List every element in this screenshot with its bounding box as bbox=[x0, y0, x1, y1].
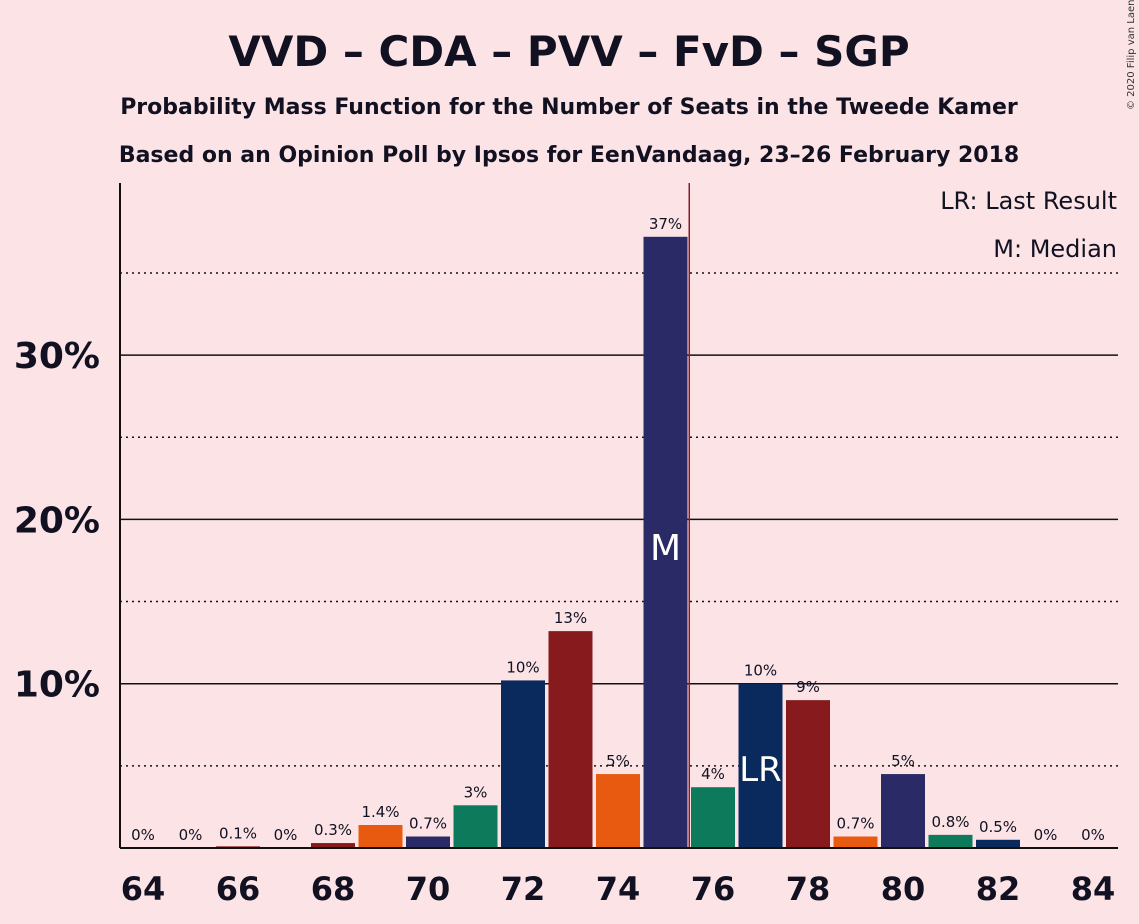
data-label-seat-82: 0.5% bbox=[979, 818, 1017, 836]
chart-subtitle-1: Probability Mass Function for the Number… bbox=[120, 95, 1018, 120]
data-label-seat-66: 0.1% bbox=[219, 824, 257, 842]
data-label-seat-74: 5% bbox=[606, 752, 630, 770]
chart-subtitle-2: Based on an Opinion Poll by Ipsos for Ee… bbox=[119, 143, 1019, 168]
bar-seat-76 bbox=[691, 787, 735, 848]
bar-seat-71 bbox=[453, 805, 498, 848]
grid-lines bbox=[120, 272, 1118, 767]
data-label-seat-83: 0% bbox=[1034, 826, 1058, 844]
legend-last-result: LR: Last Result bbox=[940, 187, 1117, 215]
data-label-seat-68: 0.3% bbox=[314, 821, 352, 839]
data-label-seat-65: 0% bbox=[179, 826, 203, 844]
data-label-seat-70: 0.7% bbox=[409, 814, 447, 832]
x-tick-label: 64 bbox=[121, 870, 166, 908]
data-label-seat-77: 10% bbox=[744, 662, 777, 680]
x-tick-label: 76 bbox=[691, 870, 736, 908]
bar-seat-78 bbox=[786, 700, 830, 848]
data-label-seat-81: 0.8% bbox=[931, 813, 969, 831]
data-label-seat-73: 13% bbox=[554, 609, 587, 627]
last-result-marker: LR bbox=[739, 750, 782, 790]
data-label-seat-69: 1.4% bbox=[361, 803, 399, 821]
data-label-seat-75: 37% bbox=[649, 215, 682, 233]
y-tick-label: 10% bbox=[14, 665, 100, 706]
x-tick-label: 78 bbox=[786, 870, 831, 908]
data-label-seat-84: 0% bbox=[1081, 826, 1105, 844]
bar-seat-70 bbox=[406, 836, 450, 848]
axes-group: 10% 20% 30% 64 66 68 70 72 74 76 78 80 82 84 bbox=[14, 183, 1118, 908]
bar-seat-80 bbox=[881, 774, 925, 848]
data-label-seat-67: 0% bbox=[274, 826, 298, 844]
bar-seat-72 bbox=[501, 680, 545, 848]
data-labels-group: 0% 0% 0.1% 0% 0.3% 1.4% 0.7% 3% 10% 13% 5% 37% 4% 10%… bbox=[131, 215, 1105, 844]
legend-median: M: Median bbox=[993, 235, 1117, 263]
data-label-seat-80: 5% bbox=[891, 752, 915, 770]
x-tick-label: 72 bbox=[501, 870, 546, 908]
bar-seat-82 bbox=[976, 839, 1020, 848]
x-tick-label: 66 bbox=[216, 870, 261, 908]
bar-seat-68 bbox=[311, 843, 355, 848]
y-tick-label: 30% bbox=[14, 336, 100, 377]
x-tick-label: 82 bbox=[976, 870, 1021, 908]
bar-seat-81 bbox=[928, 834, 973, 848]
x-tick-label: 68 bbox=[311, 870, 356, 908]
bar-seat-69 bbox=[358, 824, 403, 848]
bar-seat-74 bbox=[596, 774, 640, 848]
copyright-text: © 2020 Filip van Laenen bbox=[1126, 0, 1137, 110]
bars-group bbox=[216, 183, 1020, 848]
data-label-seat-78: 9% bbox=[796, 678, 820, 696]
x-tick-label: 84 bbox=[1071, 870, 1116, 908]
x-tick-label: 70 bbox=[406, 870, 451, 908]
bar-seat-77 bbox=[738, 683, 783, 848]
chart-title: VVD – CDA – PVV – FvD – SGP bbox=[228, 27, 909, 76]
data-label-seat-72: 10% bbox=[506, 658, 539, 676]
data-label-seat-76: 4% bbox=[701, 765, 725, 783]
data-label-seat-64: 0% bbox=[131, 826, 155, 844]
bar-seat-75 bbox=[643, 236, 688, 848]
bar-seat-79 bbox=[833, 836, 878, 848]
x-tick-label: 80 bbox=[881, 870, 926, 908]
data-label-seat-79: 0.7% bbox=[836, 814, 874, 832]
bar-seat-73 bbox=[548, 631, 593, 848]
median-marker: M bbox=[650, 528, 681, 569]
data-label-seat-71: 3% bbox=[464, 783, 488, 801]
y-tick-label: 20% bbox=[14, 500, 100, 541]
x-tick-label: 74 bbox=[596, 870, 641, 908]
